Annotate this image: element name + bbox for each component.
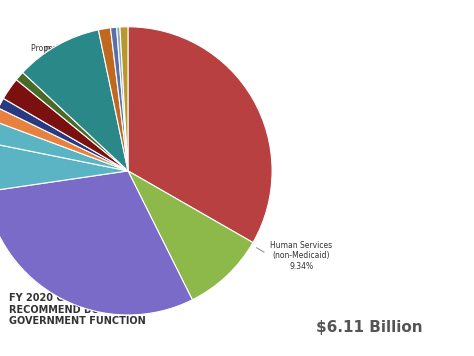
Wedge shape [120,27,128,171]
Wedge shape [99,28,128,171]
Wedge shape [23,30,128,171]
Wedge shape [3,80,128,171]
Text: Other
0.37%: Other 0.37% [90,44,114,64]
Text: General Education
33.29%: General Education 33.29% [170,133,257,153]
Wedge shape [0,99,128,171]
Text: GC - Medicaid & Long
Term Care
30.06%: GC - Medicaid & Long Term Care 30.06% [27,210,128,240]
Wedge shape [0,121,128,171]
Wedge shape [110,27,128,171]
Text: Labor
0.68%: Labor 0.68% [83,45,107,64]
Text: Human Services
(non-Medicaid)
9.34%: Human Services (non-Medicaid) 9.34% [270,241,332,271]
Text: Transportation
9.75%: Transportation 9.75% [36,104,106,123]
Text: Property Tax Assistance
0.89%: Property Tax Assistance 0.89% [31,44,122,64]
Wedge shape [17,73,128,171]
Text: $6.11 Billion: $6.11 Billion [317,320,423,335]
Wedge shape [0,108,128,171]
Wedge shape [0,142,128,192]
Wedge shape [117,27,128,171]
Text: Debt Service
1.35%: Debt Service 1.35% [45,46,94,65]
Wedge shape [0,171,192,315]
Wedge shape [128,171,253,300]
Text: FY 2020 GOVERNOR'S
RECOMMEND BUDGET BY
GOVERNMENT FUNCTION: FY 2020 GOVERNOR'S RECOMMEND BUDGET BY G… [9,293,146,326]
Wedge shape [128,27,272,242]
